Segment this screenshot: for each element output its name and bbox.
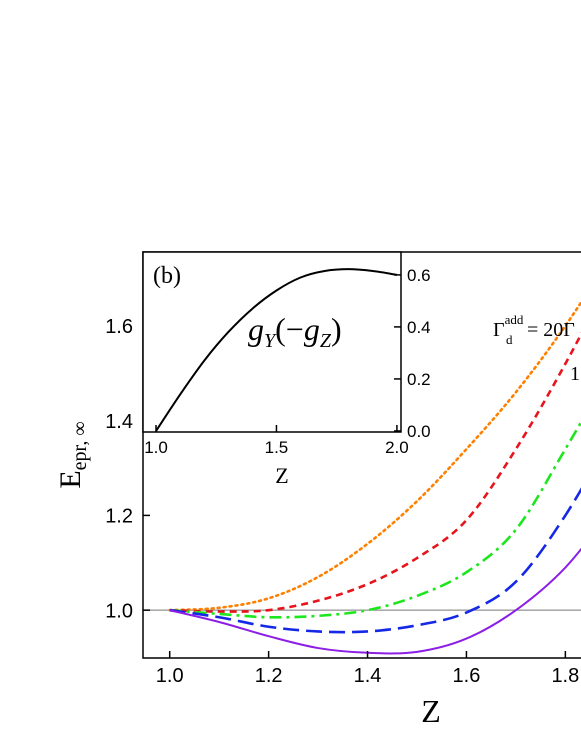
plot-frame — [142, 251, 581, 659]
panel-label: (b) — [153, 263, 181, 289]
annotation-sub: d — [506, 332, 513, 347]
x-tick-label: 1.2 — [255, 665, 283, 687]
y-tick-label: 1.4 — [105, 411, 133, 433]
y-tick-label: 1.6 — [105, 316, 133, 338]
y-tick-label: 0.2 — [407, 370, 431, 389]
x-tick-label: 1.0 — [144, 438, 168, 457]
plot-area — [143, 300, 581, 655]
formula-g2: g — [304, 311, 320, 347]
inset-background — [143, 252, 401, 432]
series-line — [168, 300, 581, 612]
x-tick-label: 1.0 — [156, 665, 184, 687]
plot-frame — [142, 251, 402, 433]
annotation: Γadd d = 20Γ — [493, 312, 575, 347]
x-tick-label: 1.8 — [551, 665, 579, 687]
formula: gY(−gZ) — [248, 311, 342, 352]
y-tick-label: 0.4 — [407, 318, 431, 337]
y-tick-label: 1.0 — [105, 600, 133, 622]
x-tick-label: 2.0 — [385, 438, 409, 457]
y-axis-label: Eepr, ∞ — [54, 421, 91, 488]
y-tick-label: 1.2 — [105, 506, 133, 528]
annotation-symbol: Γ — [493, 319, 505, 341]
annotation-text: = 20Γ — [527, 319, 575, 341]
series-line — [169, 547, 581, 655]
formula-sub2: Z — [320, 330, 332, 352]
plot-1: 1.0 1.5 2.00.00.20.40.6Z(b)gY(−gZ) — [142, 251, 431, 488]
annotation-sup: add — [505, 312, 524, 327]
series-line — [169, 419, 581, 619]
plot-0: 1.0 1.2 1.4 1.6 1.8 1.0 1.2 1.4 1.6 Z Eepr, ∞ Γadd d… — [54, 251, 581, 729]
x-axis-label: Z — [275, 463, 288, 488]
formula-g: g — [248, 311, 264, 347]
x-axis-label: Z — [421, 693, 441, 729]
y-axis-label-main: E — [54, 470, 87, 488]
formula-end: ) — [331, 311, 342, 347]
y-tick-label: 0.0 — [407, 422, 431, 441]
plot-area — [155, 268, 398, 432]
series-line — [169, 331, 581, 613]
annotation-next: 1 — [570, 363, 580, 385]
series-line — [155, 268, 398, 432]
formula-sub: Y — [264, 330, 277, 352]
x-tick-label: 1.6 — [453, 665, 481, 687]
x-tick-label: 1.4 — [354, 665, 382, 687]
formula-mid: (− — [275, 311, 304, 347]
y-tick-label: 0.6 — [407, 266, 431, 285]
series-line — [169, 487, 581, 634]
x-tick-label: 1.5 — [265, 438, 289, 457]
y-axis-label-sub: epr, ∞ — [69, 421, 91, 470]
